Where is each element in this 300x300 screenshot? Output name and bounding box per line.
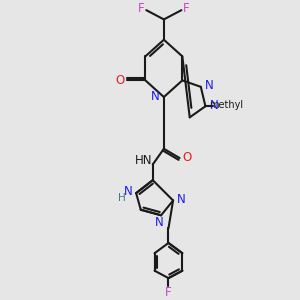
Text: HN: HN <box>135 154 152 167</box>
Text: N: N <box>124 185 132 198</box>
Text: F: F <box>183 2 189 15</box>
Text: F: F <box>138 2 145 15</box>
Text: O: O <box>182 152 192 164</box>
Text: N: N <box>205 80 214 92</box>
Text: N: N <box>151 90 160 103</box>
Text: F: F <box>165 286 172 299</box>
Text: N: N <box>155 216 164 229</box>
Text: methyl: methyl <box>209 100 243 110</box>
Text: N: N <box>209 99 218 112</box>
Text: H: H <box>118 193 126 203</box>
Text: N: N <box>177 193 186 206</box>
Text: O: O <box>115 74 124 87</box>
